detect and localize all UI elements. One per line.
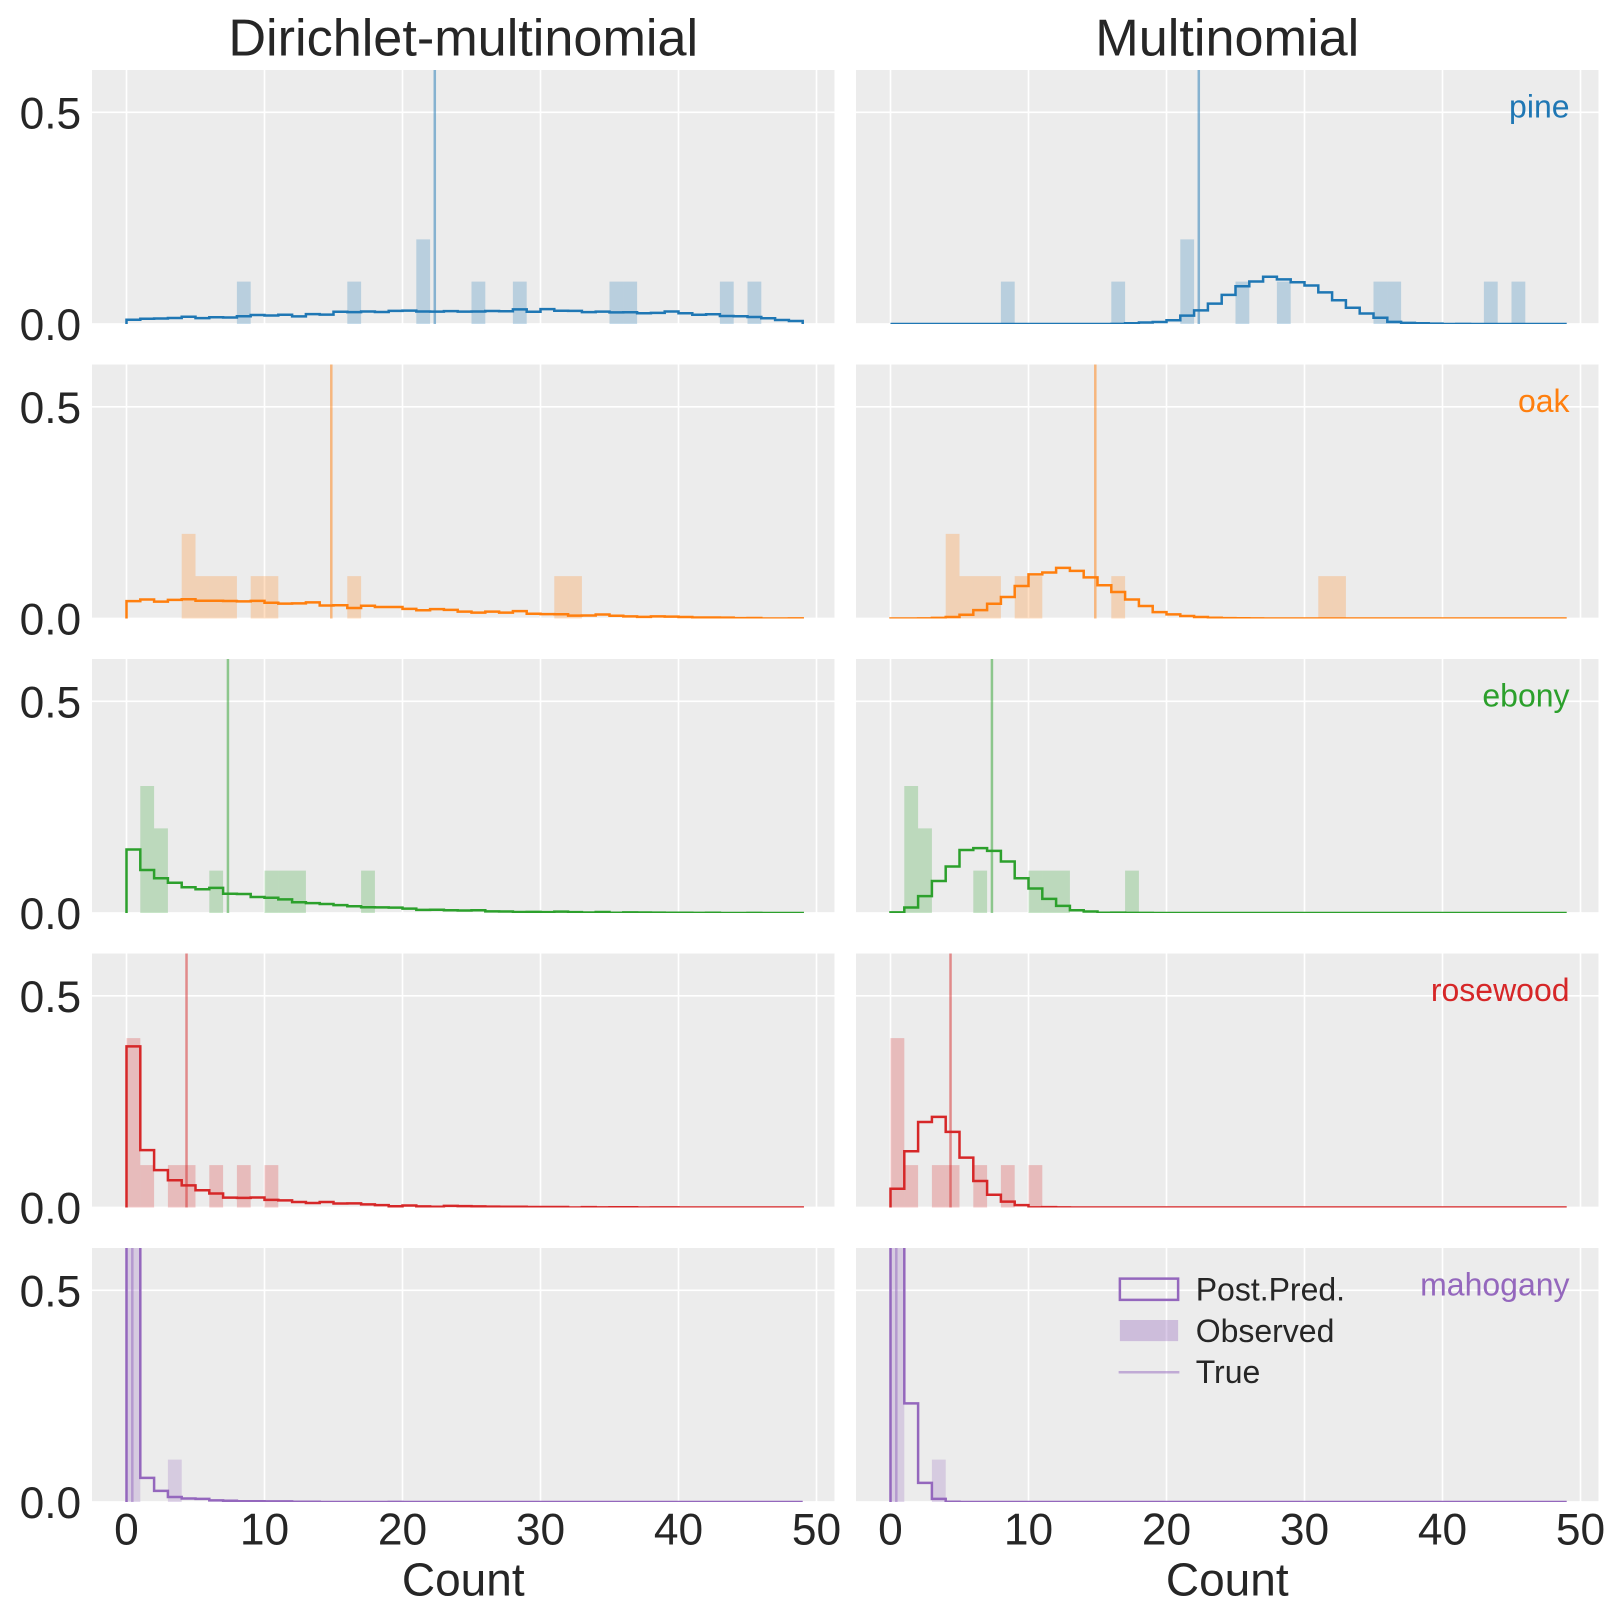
svg-text:Dirichlet-multinomial: Dirichlet-multinomial [228,9,698,67]
svg-text:Count: Count [402,1553,525,1605]
svg-text:0.5: 0.5 [20,384,82,433]
svg-text:20: 20 [378,1506,427,1555]
svg-text:0: 0 [114,1506,139,1555]
svg-text:0.0: 0.0 [20,1479,82,1528]
svg-text:0: 0 [878,1506,903,1555]
svg-text:40: 40 [654,1506,703,1555]
svg-text:rosewood: rosewood [1431,972,1570,1008]
svg-text:Observed: Observed [1196,1313,1335,1349]
svg-text:oak: oak [1518,383,1571,419]
svg-text:10: 10 [1004,1506,1053,1555]
svg-text:0.0: 0.0 [20,1185,82,1234]
svg-text:mahogany: mahogany [1420,1267,1569,1303]
svg-text:Multinomial: Multinomial [1095,9,1359,67]
svg-text:20: 20 [1142,1506,1191,1555]
svg-text:30: 30 [1280,1506,1329,1555]
svg-text:Post.Pred.: Post.Pred. [1196,1271,1345,1307]
svg-text:pine: pine [1509,89,1569,125]
svg-text:0.5: 0.5 [20,89,82,138]
svg-text:50: 50 [792,1506,841,1555]
svg-text:0.5: 0.5 [20,1267,82,1316]
svg-text:40: 40 [1418,1506,1467,1555]
svg-text:True: True [1196,1354,1261,1390]
svg-text:0.0: 0.0 [20,596,82,645]
svg-text:0.0: 0.0 [20,890,82,939]
svg-text:0.5: 0.5 [20,678,82,727]
svg-text:ebony: ebony [1482,678,1569,714]
svg-text:50: 50 [1556,1506,1605,1555]
svg-text:0.0: 0.0 [20,301,82,350]
svg-text:30: 30 [516,1506,565,1555]
svg-text:10: 10 [240,1506,289,1555]
svg-text:0.5: 0.5 [20,973,82,1022]
svg-text:Count: Count [1166,1553,1289,1605]
